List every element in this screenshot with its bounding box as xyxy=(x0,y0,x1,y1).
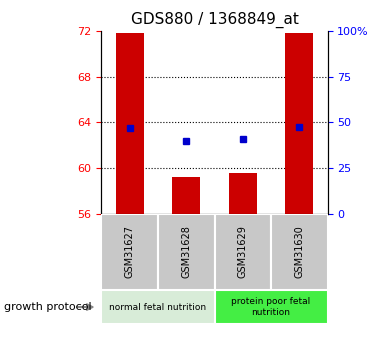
Text: normal fetal nutrition: normal fetal nutrition xyxy=(109,303,207,312)
Text: GSM31628: GSM31628 xyxy=(181,225,191,278)
Bar xyxy=(101,290,214,324)
Text: GSM31627: GSM31627 xyxy=(125,225,135,278)
Text: growth protocol: growth protocol xyxy=(4,302,92,312)
Bar xyxy=(215,214,271,290)
Text: protein poor fetal
nutrition: protein poor fetal nutrition xyxy=(231,297,311,317)
Bar xyxy=(158,214,215,290)
Bar xyxy=(115,33,144,214)
Title: GDS880 / 1368849_at: GDS880 / 1368849_at xyxy=(131,12,298,28)
Bar xyxy=(101,214,158,290)
Bar xyxy=(229,173,257,214)
Text: GSM31630: GSM31630 xyxy=(294,226,304,278)
Bar xyxy=(215,290,328,324)
Bar xyxy=(172,177,200,214)
Bar xyxy=(285,33,314,214)
Text: GSM31629: GSM31629 xyxy=(238,225,248,278)
Bar xyxy=(271,214,328,290)
